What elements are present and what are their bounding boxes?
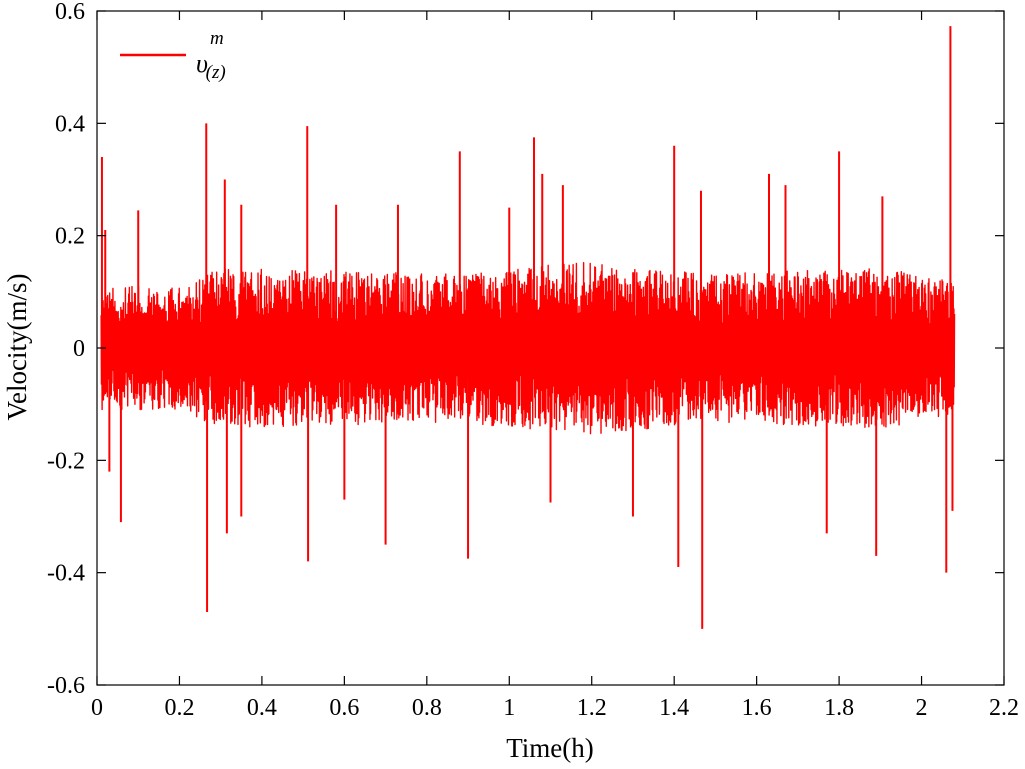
x-axis-title: Time(h) — [506, 733, 594, 763]
x-tick-label: 0 — [91, 695, 103, 721]
x-tick-label: 1.8 — [824, 695, 854, 721]
y-tick-label: -0.4 — [47, 561, 85, 587]
y-tick-label: 0.6 — [55, 0, 85, 25]
y-tick-label: -0.6 — [47, 673, 85, 699]
y-axis-title: Velocity(m/s) — [2, 274, 32, 421]
series-line — [100, 262, 956, 435]
legend: υm (z) — [120, 28, 226, 83]
x-tick-label: 0.8 — [412, 695, 442, 721]
y-tick-label: -0.2 — [47, 448, 85, 474]
legend-label-base: υ — [196, 49, 208, 78]
legend-label-superscript: m — [210, 28, 224, 49]
x-tick-label: 2 — [916, 695, 928, 721]
x-tick-label: 0.4 — [247, 695, 277, 721]
x-tick-label: 1.2 — [577, 695, 607, 721]
x-tick-label: 0.6 — [329, 695, 359, 721]
x-tick-label: 1 — [503, 695, 515, 721]
legend-label: υm (z) — [196, 28, 226, 83]
y-tick-label: 0.2 — [55, 224, 85, 250]
x-tick-label: 2.2 — [989, 695, 1019, 721]
ticks-layer: 0 0.2 0.4 0.6 0.8 1 1.2 1.4 1.6 1.8 2 2.2 -0.6 -0.4 -0… — [47, 0, 1019, 721]
x-tick-label: 1.4 — [659, 695, 689, 721]
x-tick-label: 1.6 — [742, 695, 772, 721]
y-tick-label: 0 — [73, 336, 85, 362]
series-layer — [100, 26, 956, 629]
legend-label-subscript: (z) — [206, 62, 226, 83]
x-tick-label: 0.2 — [164, 695, 194, 721]
y-tick-label: 0.4 — [55, 111, 85, 137]
